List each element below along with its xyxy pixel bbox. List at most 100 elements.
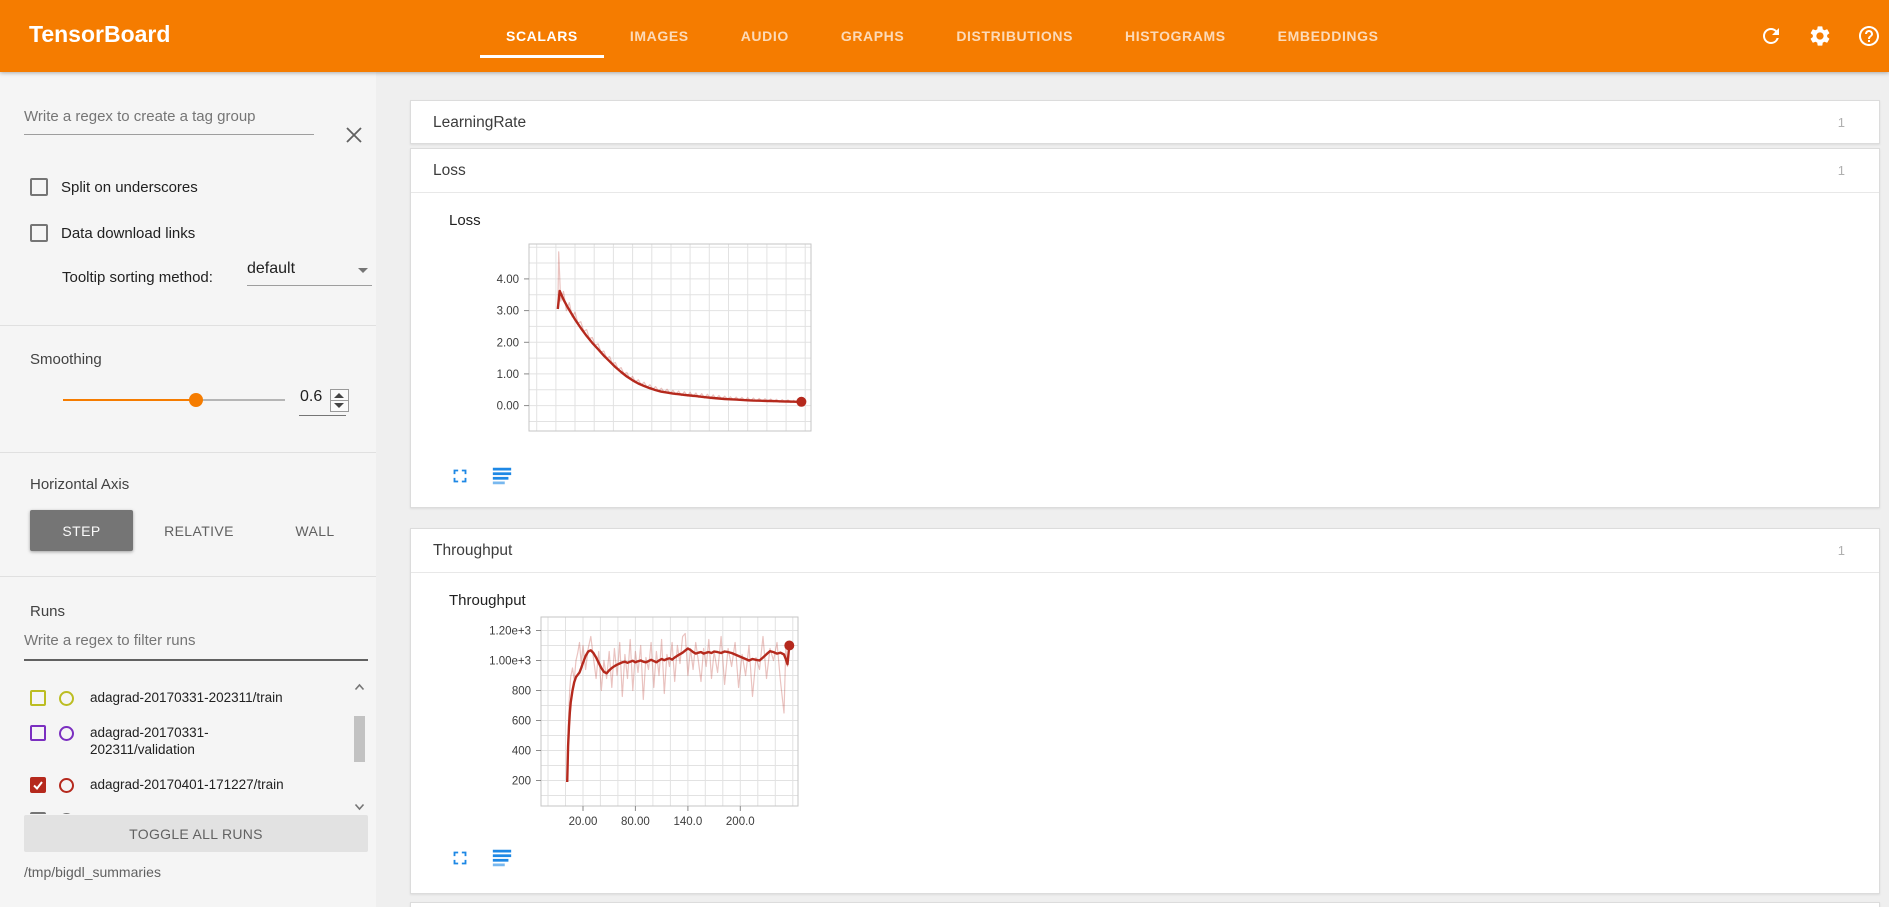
divider (0, 452, 376, 453)
svg-text:2.00: 2.00 (497, 337, 519, 349)
axis-button-wall[interactable]: WALL (295, 522, 335, 539)
horizontal-axis-buttons: STEP RELATIVE WALL (24, 510, 368, 551)
run-name: adagrad-20170401-171227/train (90, 777, 284, 792)
section-throughput: Throughput 1 Throughput 200 400 600 800 1.00… (410, 528, 1880, 894)
svg-text:1.00e+3: 1.00e+3 (489, 656, 531, 668)
log-scale-icon[interactable] (491, 847, 513, 869)
section-loss: Loss 1 Loss 0.00 1.00 2.00 3.00 4.00 (410, 148, 1880, 508)
run-item[interactable]: adagrad- (24, 802, 346, 814)
run-name: adagrad- (90, 811, 144, 814)
clear-filter-icon[interactable] (343, 124, 365, 146)
axis-button-step[interactable]: STEP (30, 510, 133, 551)
run-checkbox[interactable] (30, 777, 46, 793)
tooltip-sorting-dropdown[interactable]: default (247, 260, 372, 286)
run-color-radio[interactable] (59, 778, 74, 793)
expand-chart-icon[interactable] (449, 465, 471, 487)
section-count-badge: 1 (1837, 163, 1845, 178)
app-header: TensorBoard SCALARS IMAGES AUDIO GRAPHS DIST… (0, 0, 1889, 72)
tab-graphs[interactable]: GRAPHS (840, 28, 905, 44)
smoothing-slider-fill (63, 399, 196, 401)
axis-button-relative[interactable]: RELATIVE (164, 522, 234, 539)
scroll-up-icon[interactable] (352, 680, 367, 695)
tab-audio[interactable]: AUDIO (740, 28, 789, 44)
section-title: Throughput (433, 541, 513, 559)
chart-title-throughput: Throughput (449, 592, 526, 609)
run-name: adagrad-20170331-202311/validation (90, 725, 209, 757)
svg-text:80.00: 80.00 (621, 816, 650, 828)
run-checkbox[interactable] (30, 812, 46, 814)
smoothing-stepper[interactable] (330, 389, 349, 412)
data-download-checkbox[interactable] (30, 224, 48, 242)
help-icon[interactable] (1857, 24, 1881, 48)
runs-filter-input[interactable] (24, 632, 368, 661)
svg-text:600: 600 (512, 716, 531, 728)
log-scale-icon[interactable] (491, 465, 513, 487)
run-color-radio[interactable] (59, 813, 74, 814)
settings-gear-icon[interactable] (1808, 24, 1832, 48)
section-next-partial (410, 902, 1880, 907)
stepper-up-icon[interactable] (334, 393, 344, 398)
tab-scalars[interactable]: SCALARS (480, 0, 604, 72)
svg-text:800: 800 (512, 686, 531, 698)
tab-distributions[interactable]: DISTRIBUTIONS (956, 28, 1074, 44)
svg-text:200.0: 200.0 (726, 816, 755, 828)
run-item[interactable]: adagrad-20170331-202311/train (24, 680, 346, 715)
run-item[interactable]: adagrad-20170401-171227/train (24, 767, 346, 802)
chart-actions (449, 847, 513, 869)
section-header-learningrate[interactable]: LearningRate 1 (411, 101, 1879, 144)
stepper-down-icon[interactable] (334, 403, 344, 408)
chevron-down-icon (358, 268, 368, 273)
scrollbar-thumb[interactable] (354, 716, 365, 762)
run-item[interactable]: adagrad-20170331-202311/validation (24, 715, 346, 767)
section-header-loss[interactable]: Loss 1 (411, 149, 1879, 192)
tooltip-sorting-label: Tooltip sorting method: (62, 269, 213, 286)
svg-text:1.00: 1.00 (497, 369, 519, 381)
split-underscores-checkbox-row[interactable]: Split on underscores (30, 178, 198, 196)
smoothing-slider[interactable] (63, 393, 285, 407)
svg-text:140.0: 140.0 (674, 816, 703, 828)
tab-embeddings[interactable]: EMBEDDINGS (1277, 28, 1379, 44)
tab-histograms[interactable]: HISTOGRAMS (1125, 28, 1226, 44)
header-icons (1759, 0, 1881, 72)
log-directory-path: /tmp/bigdl_summaries (24, 864, 161, 880)
sidebar: Split on underscores Data download links… (0, 72, 376, 907)
toggle-all-runs-button[interactable]: TOGGLE ALL RUNS (24, 815, 368, 852)
run-checkbox[interactable] (30, 690, 46, 706)
section-header-throughput[interactable]: Throughput 1 (411, 529, 1879, 572)
smoothing-label: Smoothing (30, 351, 102, 368)
svg-text:400: 400 (512, 746, 531, 758)
svg-text:0.00: 0.00 (497, 401, 519, 413)
main-content: LearningRate 1 Loss 1 Loss 0.00 1.00 2.00 3… (376, 72, 1889, 907)
expand-chart-icon[interactable] (449, 847, 471, 869)
split-underscores-checkbox[interactable] (30, 178, 48, 196)
tab-images[interactable]: IMAGES (629, 28, 689, 44)
run-checkbox[interactable] (30, 725, 46, 741)
run-color-radio[interactable] (59, 691, 74, 706)
section-learningrate: LearningRate 1 (410, 100, 1880, 144)
throughput-chart[interactable]: 200 400 600 800 1.00e+3 1.20e+3 20.00 80.00 140.… (449, 609, 829, 837)
smoothing-value-underline (299, 415, 346, 416)
scroll-down-icon[interactable] (352, 799, 367, 814)
stepper-divider (331, 400, 348, 401)
svg-text:3.00: 3.00 (497, 306, 519, 318)
smoothing-slider-thumb[interactable] (189, 393, 203, 407)
horizontal-axis-label: Horizontal Axis (30, 476, 130, 493)
tooltip-sorting-value: default (247, 260, 296, 277)
smoothing-value: 0.6 (300, 388, 323, 405)
divider (0, 325, 376, 326)
section-count-badge: 1 (1837, 543, 1845, 558)
section-count-badge: 1 (1837, 115, 1845, 130)
runs-label: Runs (30, 603, 66, 620)
svg-text:1.20e+3: 1.20e+3 (489, 626, 531, 638)
section-body-loss: Loss 0.00 1.00 2.00 3.00 4.00 (411, 192, 1879, 507)
divider (0, 576, 376, 577)
tag-filter-input[interactable] (24, 108, 314, 135)
refresh-icon[interactable] (1759, 24, 1783, 48)
split-underscores-label: Split on underscores (61, 178, 198, 196)
runs-scrollbar (352, 680, 367, 814)
loss-chart[interactable]: 0.00 1.00 2.00 3.00 4.00 (449, 237, 829, 442)
data-download-checkbox-row[interactable]: Data download links (30, 224, 195, 242)
run-color-radio[interactable] (59, 726, 74, 741)
svg-text:200: 200 (512, 776, 531, 788)
